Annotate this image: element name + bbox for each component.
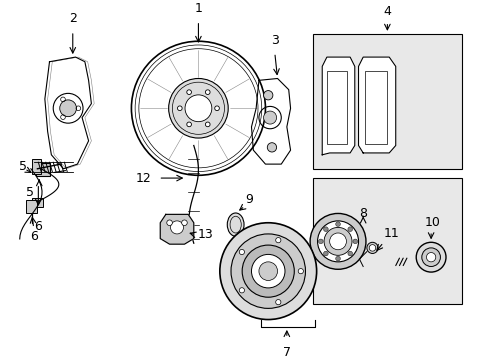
Circle shape <box>421 248 440 266</box>
Circle shape <box>177 106 182 111</box>
Text: 4: 4 <box>383 5 390 18</box>
Ellipse shape <box>227 213 244 236</box>
Circle shape <box>239 288 244 293</box>
Circle shape <box>182 220 187 226</box>
Circle shape <box>263 91 272 100</box>
Text: 6: 6 <box>34 220 42 233</box>
Circle shape <box>366 242 377 253</box>
Bar <box>32 198 43 207</box>
Circle shape <box>251 255 285 288</box>
Bar <box>312 178 461 304</box>
Bar <box>312 34 461 169</box>
Circle shape <box>259 262 277 280</box>
Circle shape <box>230 234 305 309</box>
Circle shape <box>323 227 327 231</box>
Text: 7: 7 <box>282 346 290 359</box>
Text: 3: 3 <box>270 34 278 47</box>
Text: 2: 2 <box>69 13 77 26</box>
Circle shape <box>220 223 316 320</box>
Text: 1: 1 <box>194 2 202 15</box>
Circle shape <box>275 238 280 243</box>
Circle shape <box>323 251 327 256</box>
Circle shape <box>239 249 244 255</box>
Bar <box>36 163 49 176</box>
Circle shape <box>309 213 365 269</box>
Circle shape <box>168 78 228 138</box>
Circle shape <box>242 245 294 297</box>
Circle shape <box>426 252 435 262</box>
Circle shape <box>205 90 210 94</box>
Circle shape <box>329 233 346 250</box>
Circle shape <box>186 90 191 94</box>
Bar <box>32 159 41 174</box>
Circle shape <box>335 222 340 226</box>
Text: 5: 5 <box>19 161 26 174</box>
Circle shape <box>166 220 172 226</box>
Circle shape <box>318 239 323 244</box>
Circle shape <box>214 106 219 111</box>
Text: 13: 13 <box>197 228 213 241</box>
Text: 6: 6 <box>30 230 38 243</box>
Circle shape <box>298 269 303 274</box>
Circle shape <box>263 111 276 124</box>
Text: 11: 11 <box>383 228 399 240</box>
Bar <box>26 201 37 213</box>
Circle shape <box>335 256 340 261</box>
Circle shape <box>275 300 280 305</box>
Circle shape <box>352 239 357 244</box>
Circle shape <box>184 95 211 122</box>
Circle shape <box>415 242 445 272</box>
Text: 5: 5 <box>26 185 34 198</box>
Circle shape <box>60 100 76 117</box>
Bar <box>326 71 346 144</box>
Polygon shape <box>358 57 395 153</box>
Circle shape <box>186 122 191 127</box>
Circle shape <box>324 228 351 255</box>
Text: 9: 9 <box>244 193 252 206</box>
Circle shape <box>347 227 352 231</box>
Text: 10: 10 <box>424 216 440 229</box>
Bar <box>364 71 386 144</box>
Circle shape <box>267 143 276 152</box>
Text: 12: 12 <box>136 172 152 185</box>
Polygon shape <box>322 57 354 155</box>
Circle shape <box>317 221 358 262</box>
Circle shape <box>170 221 183 234</box>
Circle shape <box>347 251 352 256</box>
Text: 8: 8 <box>359 207 366 220</box>
Polygon shape <box>160 214 193 244</box>
Circle shape <box>368 245 375 251</box>
Circle shape <box>205 122 210 127</box>
